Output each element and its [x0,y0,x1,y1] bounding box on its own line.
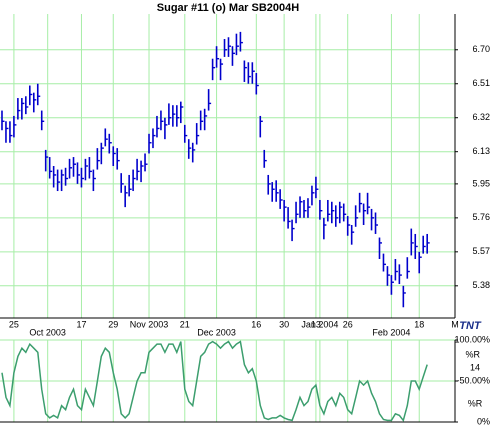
chart-title: Sugar #11 (o) Mar SB2004H [157,2,300,14]
y-tick-label: 6.32 [472,112,490,122]
indicator-label: %R [465,349,480,359]
y-tick-label: 6.51 [472,78,490,88]
x-tick-label: M [451,319,459,329]
x-tick-label: 17 [76,319,86,329]
x-month-label: Oct 2003 [29,327,66,337]
indicator-label: 14 [470,362,480,372]
logo: TNT [459,320,482,332]
plot-area [0,14,455,318]
indicator-line [1,340,428,423]
y-tick-label: 6.70 [472,44,490,54]
x-month-label: Jan 2004 [301,319,338,329]
y-tick-label: 0% [477,416,490,426]
x-month-label: Nov 2003 [130,319,169,329]
x-month-label: Feb 2004 [372,327,410,337]
y-tick-label: 5.95 [472,178,490,188]
y-tick-label: -50.00% [456,375,490,385]
y-tick-label: 100.00% [454,334,490,344]
x-tick-label: 13 [311,319,321,329]
legend-entry: %R [468,398,483,408]
x-tick-label: 18 [414,319,424,329]
x-tick-label: 29 [108,319,118,329]
x-tick-label: 26 [343,319,353,329]
y-tick-label: 5.76 [472,212,490,222]
x-tick-label: 21 [180,319,190,329]
y-tick-label: 5.38 [472,280,490,290]
y-tick-label: 6.13 [472,146,490,156]
x-tick-label: 30 [279,319,289,329]
x-month-label: Dec 2003 [197,327,236,337]
x-tick-label: 16 [251,319,261,329]
y-tick-label: 5.57 [472,246,490,256]
x-tick-label: 25 [9,319,19,329]
